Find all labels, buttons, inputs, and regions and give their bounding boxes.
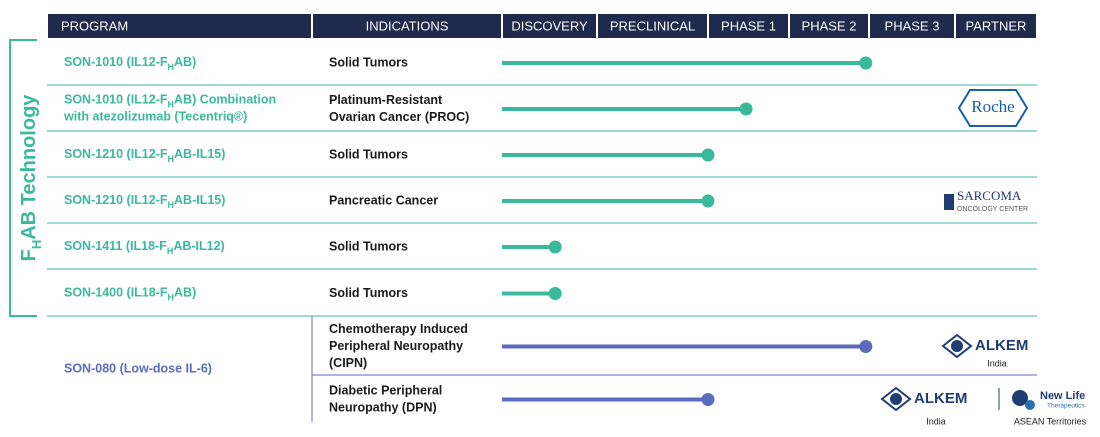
group-label-part: H bbox=[29, 240, 44, 249]
header-cell bbox=[790, 14, 868, 38]
program-part: AB) bbox=[174, 286, 196, 300]
progress-end bbox=[548, 287, 562, 300]
program-part: H bbox=[168, 154, 175, 164]
group-bracket bbox=[9, 39, 37, 317]
indication: Diabetic Peripheral bbox=[329, 383, 442, 397]
header-cell bbox=[709, 14, 788, 38]
program: SON-1010 (IL12-FHAB) bbox=[64, 55, 196, 72]
program-part: SON-1010 (IL12-F bbox=[64, 93, 168, 107]
alkem-logo bbox=[880, 386, 912, 412]
program-part: SON-1210 (IL12-F bbox=[64, 147, 168, 161]
program-part: SON-1210 (IL12-F bbox=[64, 193, 168, 207]
newlife-icon bbox=[1012, 390, 1028, 406]
program: SON-1210 (IL12-FHAB-IL15) bbox=[64, 147, 225, 164]
alkem-logo bbox=[941, 333, 973, 359]
partner: Therapeutics bbox=[1047, 403, 1085, 410]
header-label: INDICATIONS bbox=[366, 18, 449, 33]
region: India bbox=[987, 358, 1007, 368]
indication: Ovarian Cancer (PROC) bbox=[329, 110, 469, 124]
program-part: AB-IL15) bbox=[174, 147, 225, 161]
header-label: PARTNER bbox=[966, 18, 1027, 33]
partner: SARCOMA bbox=[957, 188, 1022, 203]
program-part: H bbox=[168, 62, 175, 72]
program: with atezolizumab (Tecentriq®) bbox=[63, 110, 247, 124]
indication: Neuropathy (DPN) bbox=[329, 400, 437, 414]
program-part: with atezolizumab (Tecentriq®) bbox=[63, 110, 247, 124]
indication: Pancreatic Cancer bbox=[329, 193, 438, 207]
program-part: H bbox=[168, 100, 175, 110]
program-part: H bbox=[168, 200, 175, 210]
progress-end bbox=[548, 240, 562, 254]
partner: ALKEM bbox=[914, 390, 967, 407]
indication: Solid Tumors bbox=[329, 239, 408, 253]
indication: Chemotherapy Induced bbox=[329, 322, 468, 336]
region: India bbox=[926, 416, 946, 426]
program-part: H bbox=[168, 293, 175, 303]
header-cell bbox=[956, 14, 1036, 38]
indication: Solid Tumors bbox=[329, 286, 408, 300]
partner: ALKEM bbox=[975, 337, 1028, 354]
progress-end bbox=[701, 393, 715, 406]
group-label-part: F bbox=[18, 249, 40, 261]
sarcoma-icon bbox=[944, 194, 954, 210]
indication: Solid Tumors bbox=[329, 55, 408, 69]
partner: Roche bbox=[971, 97, 1014, 116]
header-cell bbox=[503, 14, 596, 38]
group-label: FHAB Technology bbox=[18, 94, 44, 262]
program-part: AB-IL12) bbox=[173, 239, 224, 253]
group-label-part: AB Technology bbox=[18, 94, 40, 240]
roche-logo bbox=[957, 89, 1029, 127]
progress-end bbox=[739, 102, 753, 116]
progress-end bbox=[701, 194, 715, 208]
program-part: AB-IL15) bbox=[174, 193, 225, 207]
program-part: SON-1400 (IL18-F bbox=[64, 286, 168, 300]
progress-end bbox=[859, 340, 873, 353]
region: ASEAN Territories bbox=[1014, 416, 1087, 426]
header-label: PHASE 2 bbox=[802, 18, 857, 33]
indication: Solid Tumors bbox=[329, 147, 408, 161]
program-part: H bbox=[167, 246, 174, 256]
program: SON-1411 (IL18-FHAB-IL12) bbox=[64, 239, 225, 256]
partner: ONCOLOGY CENTER bbox=[957, 206, 1028, 213]
partner: New Life bbox=[1040, 390, 1085, 402]
indication: (CIPN) bbox=[329, 356, 367, 370]
program-part: AB) Combination bbox=[174, 93, 276, 107]
header-label: PHASE 1 bbox=[721, 18, 776, 33]
program-part: SON-1010 (IL12-F bbox=[64, 55, 168, 69]
header-label: PHASE 3 bbox=[885, 18, 940, 33]
alkem-mark bbox=[890, 393, 902, 405]
header-label: PRECLINICAL bbox=[610, 18, 695, 33]
program: SON-1210 (IL12-FHAB-IL15) bbox=[64, 193, 225, 210]
program: SON-1010 (IL12-FHAB) Combination bbox=[64, 93, 276, 110]
progress-end bbox=[859, 56, 873, 70]
program-part: SON-1411 (IL18-F bbox=[64, 239, 167, 253]
header-cell bbox=[48, 14, 311, 38]
indication: Peripheral Neuropathy bbox=[329, 339, 463, 353]
alkem-mark bbox=[951, 340, 963, 352]
program: SON-080 (Low-dose IL-6) bbox=[64, 361, 212, 375]
header-cell bbox=[598, 14, 707, 38]
header-label: DISCOVERY bbox=[511, 18, 588, 33]
program: SON-1400 (IL18-FHAB) bbox=[64, 286, 196, 303]
progress-end bbox=[701, 148, 715, 162]
indication: Platinum-Resistant bbox=[329, 93, 443, 107]
header-label: PROGRAM bbox=[61, 18, 128, 33]
header-cell bbox=[313, 14, 501, 38]
program-part: AB) bbox=[174, 55, 196, 69]
header-cell bbox=[870, 14, 954, 38]
newlife-icon bbox=[1025, 400, 1035, 410]
